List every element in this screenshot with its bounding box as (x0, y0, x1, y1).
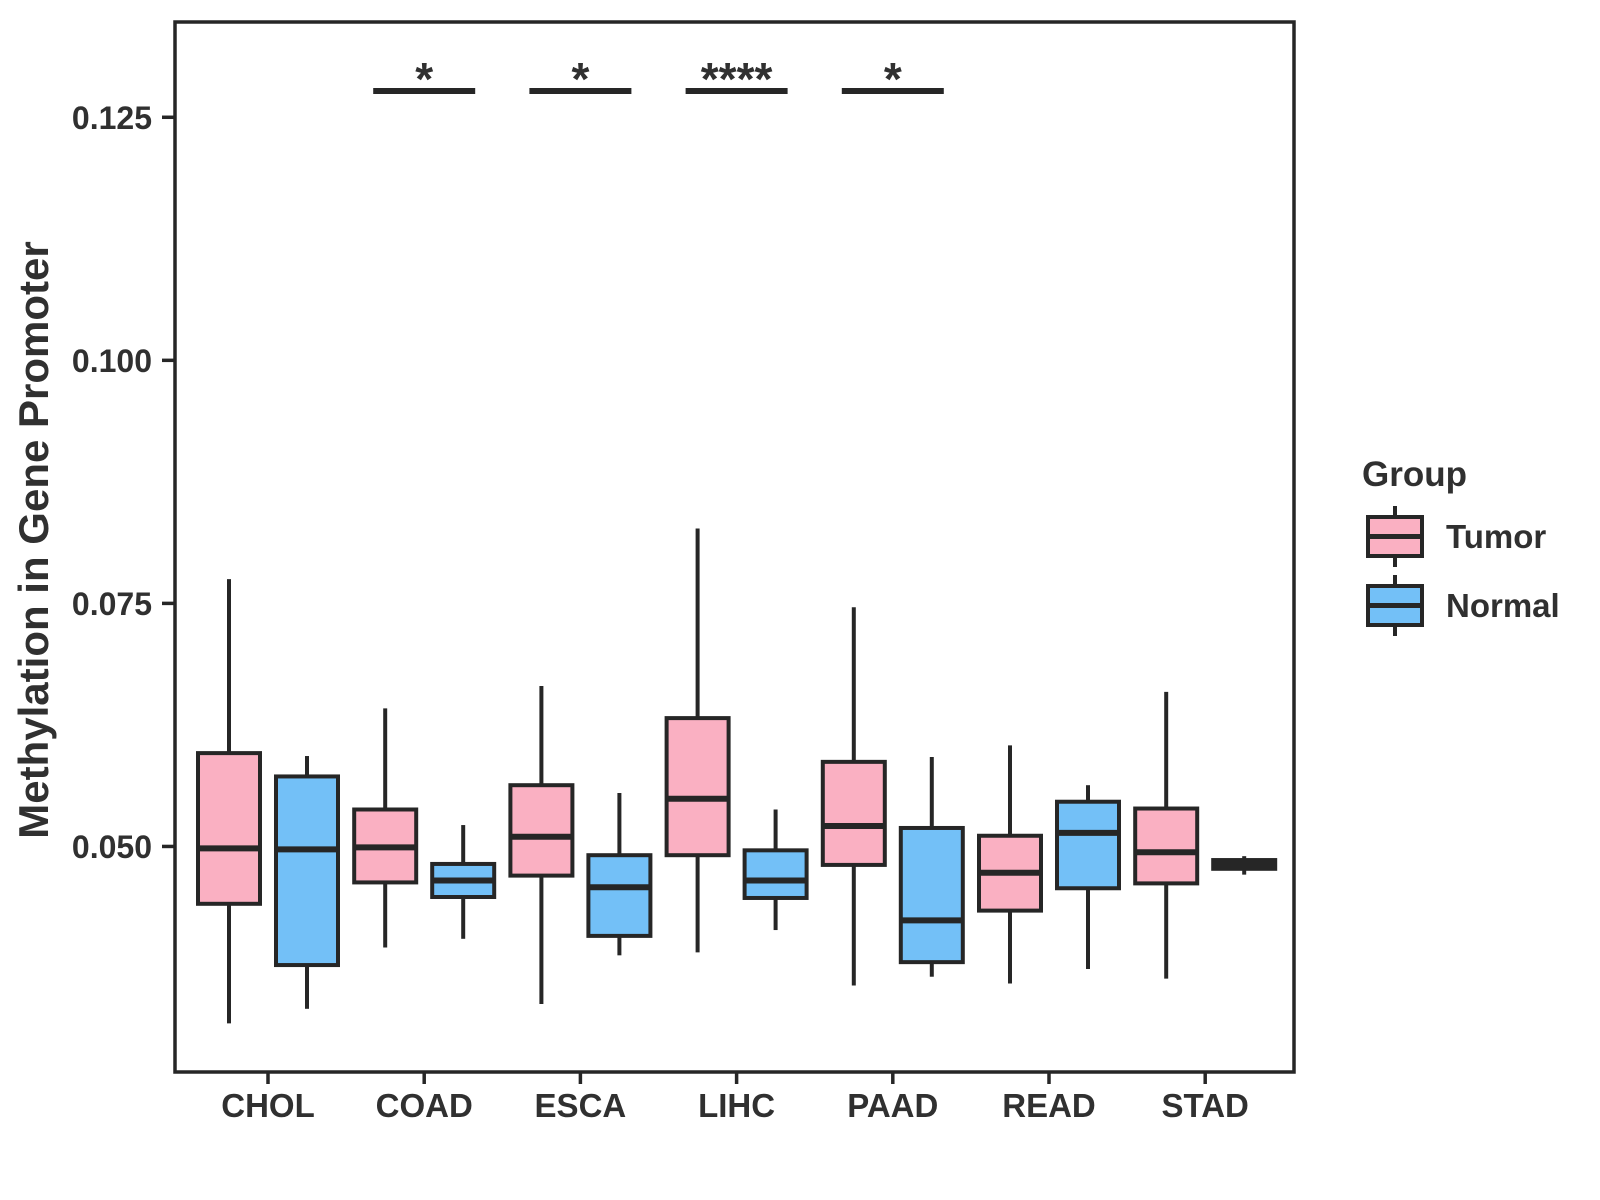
box-normal-paad (898, 757, 965, 977)
y-tick-label: 0.050 (72, 829, 152, 865)
iqr-box (664, 716, 731, 858)
iqr-box (742, 848, 809, 900)
box-tumor-read (977, 745, 1043, 984)
y-axis-title: Methylation in Gene Promoter (10, 241, 57, 838)
x-tick-label-stad: STAD (1162, 1087, 1249, 1124)
x-tick-label-lihc: LIHC (698, 1087, 775, 1124)
x-tick-label-chol: CHOL (221, 1087, 315, 1124)
significance-label-paad: * (884, 53, 902, 105)
y-tick-label: 0.075 (72, 586, 152, 622)
iqr-box (898, 825, 965, 965)
box-normal-stad (1211, 856, 1278, 875)
y-tick-label: 0.100 (72, 343, 152, 379)
iqr-box (274, 774, 340, 968)
box-normal-lihc (742, 809, 809, 931)
y-tick-label: 0.125 (72, 100, 152, 136)
box-tumor-esca (508, 686, 575, 1004)
legend-label-tumor: Tumor (1446, 518, 1546, 555)
iqr-box (586, 853, 653, 938)
iqr-box (820, 759, 887, 867)
box-normal-esca (586, 792, 653, 956)
plot-panel-border (173, 20, 1296, 1074)
x-tick-label-esca: ESCA (535, 1087, 627, 1124)
iqr-box (1133, 806, 1200, 886)
x-tick-label-paad: PAAD (847, 1087, 938, 1124)
x-tick-label-coad: COAD (376, 1087, 473, 1124)
iqr-box (1055, 799, 1121, 891)
box-tumor-paad (820, 607, 887, 986)
box-normal-coad (430, 825, 497, 939)
box-normal-read (1055, 785, 1121, 969)
box-tumor-lihc (664, 528, 731, 953)
legend-key-normal (1366, 575, 1424, 636)
significance-label-lihc: **** (701, 53, 773, 105)
legend-title: Group (1362, 455, 1467, 494)
box-tumor-chol (196, 579, 262, 1024)
x-tick-label-read: READ (1002, 1087, 1096, 1124)
iqr-box (196, 751, 262, 906)
legend-key-tumor (1366, 506, 1424, 567)
box-normal-chol (274, 756, 340, 1009)
legend-label-normal: Normal (1446, 587, 1560, 624)
box-tumor-stad (1133, 691, 1200, 979)
significance-label-coad: * (415, 53, 433, 105)
box-tumor-coad (352, 708, 419, 948)
significance-label-esca: * (571, 53, 589, 105)
iqr-box (508, 783, 575, 878)
